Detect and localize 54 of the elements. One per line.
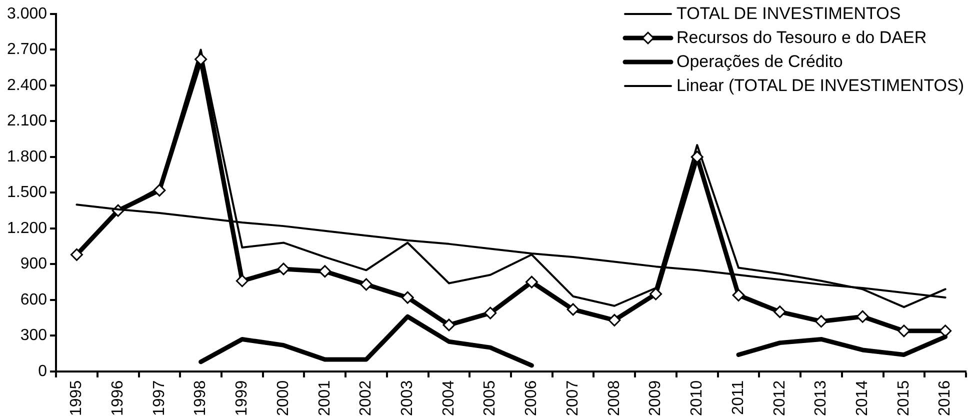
point (153, 184, 166, 197)
y-tick-label: 2.700 (6, 41, 48, 58)
point (484, 306, 497, 320)
x-tick-label: 2002 (358, 380, 375, 416)
y-tick-label: 2.100 (6, 112, 48, 130)
legend-label: Operações de Crédito (676, 51, 843, 73)
x-tick-label: 2011 (730, 380, 747, 415)
x-tick-label: 2013 (812, 380, 830, 416)
legend-label: Recursos do Tesouro e do DAER (676, 27, 927, 49)
x-tick-label: 2016 (936, 380, 954, 416)
point (70, 248, 83, 261)
y-tick-label: 300 (20, 327, 48, 344)
legend-label: TOTAL DE INVESTIMENTOS (676, 3, 901, 25)
point (525, 276, 538, 288)
x-tick-label: 1998 (192, 380, 210, 416)
x-tick-label: 2015 (895, 380, 912, 416)
x-tick-label: 2010 (688, 380, 706, 416)
x-tick-label: 2014 (854, 380, 871, 416)
x-tick-label: 1999 (234, 380, 251, 416)
y-tick-label: 3.000 (6, 5, 48, 22)
point (566, 303, 580, 316)
x-tick-label: 2009 (647, 380, 664, 416)
x-tick-label: 2003 (399, 380, 416, 416)
point (442, 318, 456, 332)
x-tick-label: 2012 (771, 380, 788, 416)
point (401, 291, 414, 304)
point (856, 310, 869, 323)
x-tick-label: 2004 (440, 380, 458, 416)
x-tick-label: 2006 (523, 380, 540, 416)
y-tick-label: 0 (38, 362, 48, 380)
point (650, 288, 662, 300)
y-tick-label: 900 (20, 256, 48, 273)
point (939, 324, 952, 338)
point (360, 278, 373, 291)
x-tick-label: 1996 (109, 380, 126, 416)
point (318, 265, 332, 278)
point (732, 288, 745, 302)
y-tick-label: 600 (20, 291, 48, 308)
x-tick-label: 2005 (482, 380, 499, 416)
y-tick-label: 1.800 (6, 148, 48, 166)
y-tick-label: 2.400 (6, 76, 48, 94)
point (774, 306, 786, 318)
x-tick-label: 1995 (68, 380, 86, 416)
x-tick-label: 2001 (316, 380, 334, 416)
y-tick-label: 1.200 (6, 220, 48, 237)
x-tick-label: 2007 (564, 380, 582, 416)
point (814, 315, 828, 328)
y-tick-label: 1.500 (6, 184, 48, 202)
x-tick-label: 1997 (150, 380, 168, 416)
point (236, 274, 248, 288)
point (608, 314, 621, 326)
x-tick-label: 2008 (606, 380, 623, 416)
legend-label: Linear (TOTAL DE INVESTIMENTOS) (676, 75, 964, 97)
x-tick-label: 2000 (274, 380, 292, 416)
